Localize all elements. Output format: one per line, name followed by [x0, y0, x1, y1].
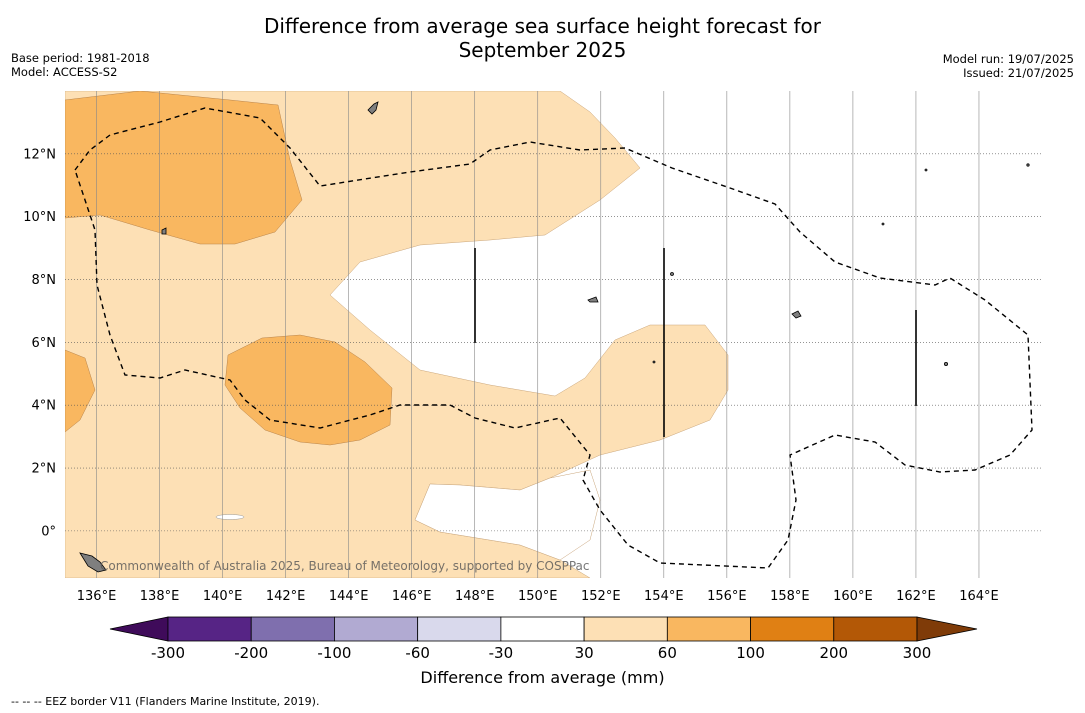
colorbar-segment — [167, 616, 252, 642]
latitude-labels: 12°N 10°N 8°N 6°N 4°N 2°N 0° — [23, 147, 56, 539]
island — [652, 360, 656, 364]
lon-label: 156°E — [707, 589, 747, 604]
colorbar-tick-label: 300 — [903, 644, 932, 662]
lon-label: 144°E — [329, 589, 369, 604]
island — [881, 222, 885, 226]
colorbar-tick-label: -60 — [405, 644, 430, 662]
colorbar-label: Difference from average (mm) — [420, 668, 665, 687]
island — [924, 168, 928, 172]
colorbar-tick-label: -200 — [234, 644, 268, 662]
lon-label: 154°E — [644, 589, 684, 604]
lat-label: 6°N — [32, 336, 57, 351]
colorbar-segment — [750, 616, 835, 642]
lon-label: 146°E — [392, 589, 432, 604]
island — [79, 552, 107, 573]
lat-label: 10°N — [23, 210, 56, 225]
colorbar-extend-low — [109, 616, 169, 642]
white-patch — [215, 514, 245, 520]
lat-label: 0° — [41, 524, 56, 539]
colorbar-tick-label: 200 — [819, 644, 848, 662]
island — [161, 227, 167, 235]
base-period: Base period: 1981-2018 — [11, 51, 150, 65]
lon-label: 152°E — [581, 589, 621, 604]
colorbar-tick-label: -30 — [489, 644, 514, 662]
island — [791, 310, 802, 319]
island — [670, 272, 674, 276]
eez-footnote: -- -- -- EEZ border V11 (Flanders Marine… — [11, 695, 320, 708]
lat-label: 2°N — [32, 462, 57, 477]
colorbar-segment — [500, 616, 585, 642]
colorbar-segment — [583, 616, 668, 642]
lon-label: 160°E — [833, 589, 873, 604]
anomaly-hole — [414, 469, 601, 561]
meta-right: Model run: 19/07/2025 Issued: 21/07/2025 — [943, 52, 1074, 80]
lon-label: 148°E — [455, 589, 495, 604]
island — [944, 361, 949, 366]
colorbar-segment — [334, 616, 419, 642]
lon-label: 150°E — [518, 589, 558, 604]
map-area: Commonwealth of Australia 2025, Bureau o… — [65, 91, 1042, 578]
colorbar-segment — [666, 616, 751, 642]
model-name: Model: ACCESS-S2 — [11, 65, 118, 79]
colorbar-segment — [417, 616, 502, 642]
longitude-labels: 136°E 138°E 140°E 142°E 144°E 146°E 148°E 150°E… — [77, 589, 999, 604]
lon-label: 164°E — [959, 589, 999, 604]
islands — [79, 101, 1030, 573]
lon-label: 162°E — [896, 589, 936, 604]
colorbar-tick-label: 30 — [575, 644, 594, 662]
issued-date: Issued: 21/07/2025 — [963, 66, 1074, 80]
copyright-text: Commonwealth of Australia 2025, Bureau o… — [100, 559, 590, 573]
island — [1026, 163, 1030, 167]
title-line-2: September 2025 — [458, 38, 627, 62]
lat-label: 8°N — [32, 273, 57, 288]
lat-label: 12°N — [23, 147, 56, 162]
lon-label: 158°E — [770, 589, 810, 604]
lat-label: 4°N — [32, 399, 57, 414]
colorbar-tick-label: 100 — [736, 644, 765, 662]
model-run: Model run: 19/07/2025 — [942, 52, 1074, 66]
title-line-1: Difference from average sea surface heig… — [263, 14, 822, 38]
colorbar-tick-label: 60 — [658, 644, 677, 662]
colorbar-tick-label: -100 — [317, 644, 351, 662]
map-title: Difference from average sea surface heig… — [0, 14, 1085, 62]
lon-label: 136°E — [77, 589, 117, 604]
island — [367, 101, 379, 115]
colorbar-segment — [833, 616, 918, 642]
lon-label: 138°E — [140, 589, 180, 604]
island — [587, 296, 599, 303]
anomaly-region-60-100-west — [65, 349, 96, 433]
lon-label: 142°E — [266, 589, 306, 604]
lon-label: 140°E — [203, 589, 243, 604]
gridlines — [65, 91, 1042, 578]
colorbar: -300 -200 -100 -60 -30 30 60 100 200 300 — [109, 616, 978, 662]
meta-left: Base period: 1981-2018 Model: ACCESS-S2 — [11, 51, 150, 79]
colorbar-extend-high — [916, 616, 978, 642]
eez-border-north — [74, 107, 1033, 569]
colorbar-segment — [250, 616, 335, 642]
colorbar-tick-label: -300 — [151, 644, 185, 662]
anomaly-region-60-100-north — [65, 91, 303, 245]
